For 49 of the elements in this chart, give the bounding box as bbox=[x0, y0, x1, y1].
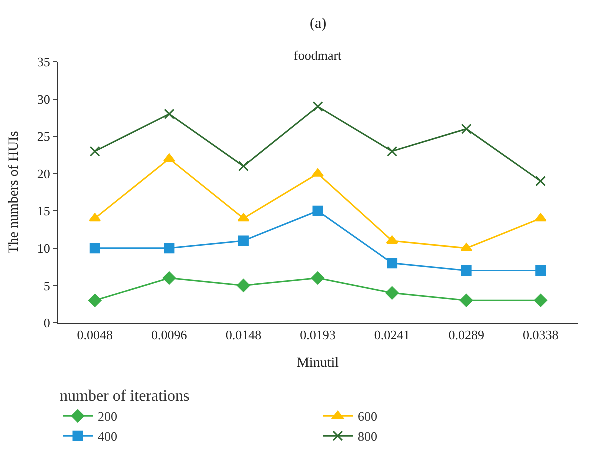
point bbox=[461, 266, 472, 276]
point bbox=[90, 146, 100, 157]
x-tick-label: 0.0096 bbox=[152, 328, 188, 343]
point bbox=[387, 146, 398, 157]
y-tick-label: 5 bbox=[44, 278, 50, 294]
point bbox=[534, 213, 547, 222]
point bbox=[312, 168, 324, 177]
point bbox=[386, 286, 399, 300]
point bbox=[88, 294, 102, 308]
point bbox=[534, 294, 548, 308]
x-tick-label: 0.0193 bbox=[300, 328, 336, 343]
point bbox=[164, 108, 175, 120]
chart-subtitle: foodmart bbox=[294, 48, 342, 63]
point bbox=[387, 258, 398, 269]
x-tick-label: 0.0048 bbox=[77, 328, 114, 343]
legend-label: 600 bbox=[358, 409, 378, 424]
point bbox=[460, 294, 474, 308]
point bbox=[312, 206, 324, 216]
x-tick-label: 0.0241 bbox=[374, 328, 410, 343]
y-tick-label: 0 bbox=[44, 316, 50, 331]
point bbox=[237, 279, 250, 292]
point bbox=[238, 161, 249, 172]
y-tick-label: 15 bbox=[37, 204, 50, 219]
y-tick-label: 35 bbox=[37, 54, 50, 70]
point bbox=[164, 243, 175, 254]
point bbox=[89, 213, 102, 222]
legend-label: 400 bbox=[98, 429, 118, 444]
chart-title: (a) bbox=[310, 16, 327, 32]
x-axis-title: Minutil bbox=[296, 356, 340, 371]
point bbox=[311, 272, 325, 285]
point bbox=[536, 176, 546, 187]
point bbox=[461, 124, 472, 134]
point bbox=[162, 272, 176, 285]
x-tick-label: 0.0289 bbox=[448, 328, 484, 343]
point bbox=[536, 266, 546, 276]
y-tick-label: 10 bbox=[37, 240, 50, 256]
legend-label: 800 bbox=[358, 429, 378, 444]
point bbox=[238, 213, 250, 222]
point bbox=[90, 243, 100, 254]
legend-label: 200 bbox=[98, 409, 118, 424]
y-axis-title: The numbers of HUIs bbox=[7, 131, 22, 254]
x-tick-label: 0.0148 bbox=[226, 328, 262, 343]
point bbox=[312, 101, 324, 112]
y-tick-label: 30 bbox=[37, 92, 50, 107]
x-tick-label: 0.0338 bbox=[522, 328, 559, 343]
y-tick-label: 20 bbox=[37, 166, 50, 182]
legend-title: number of iterations bbox=[60, 388, 190, 406]
y-tick-label: 25 bbox=[37, 129, 50, 144]
point bbox=[238, 236, 249, 246]
